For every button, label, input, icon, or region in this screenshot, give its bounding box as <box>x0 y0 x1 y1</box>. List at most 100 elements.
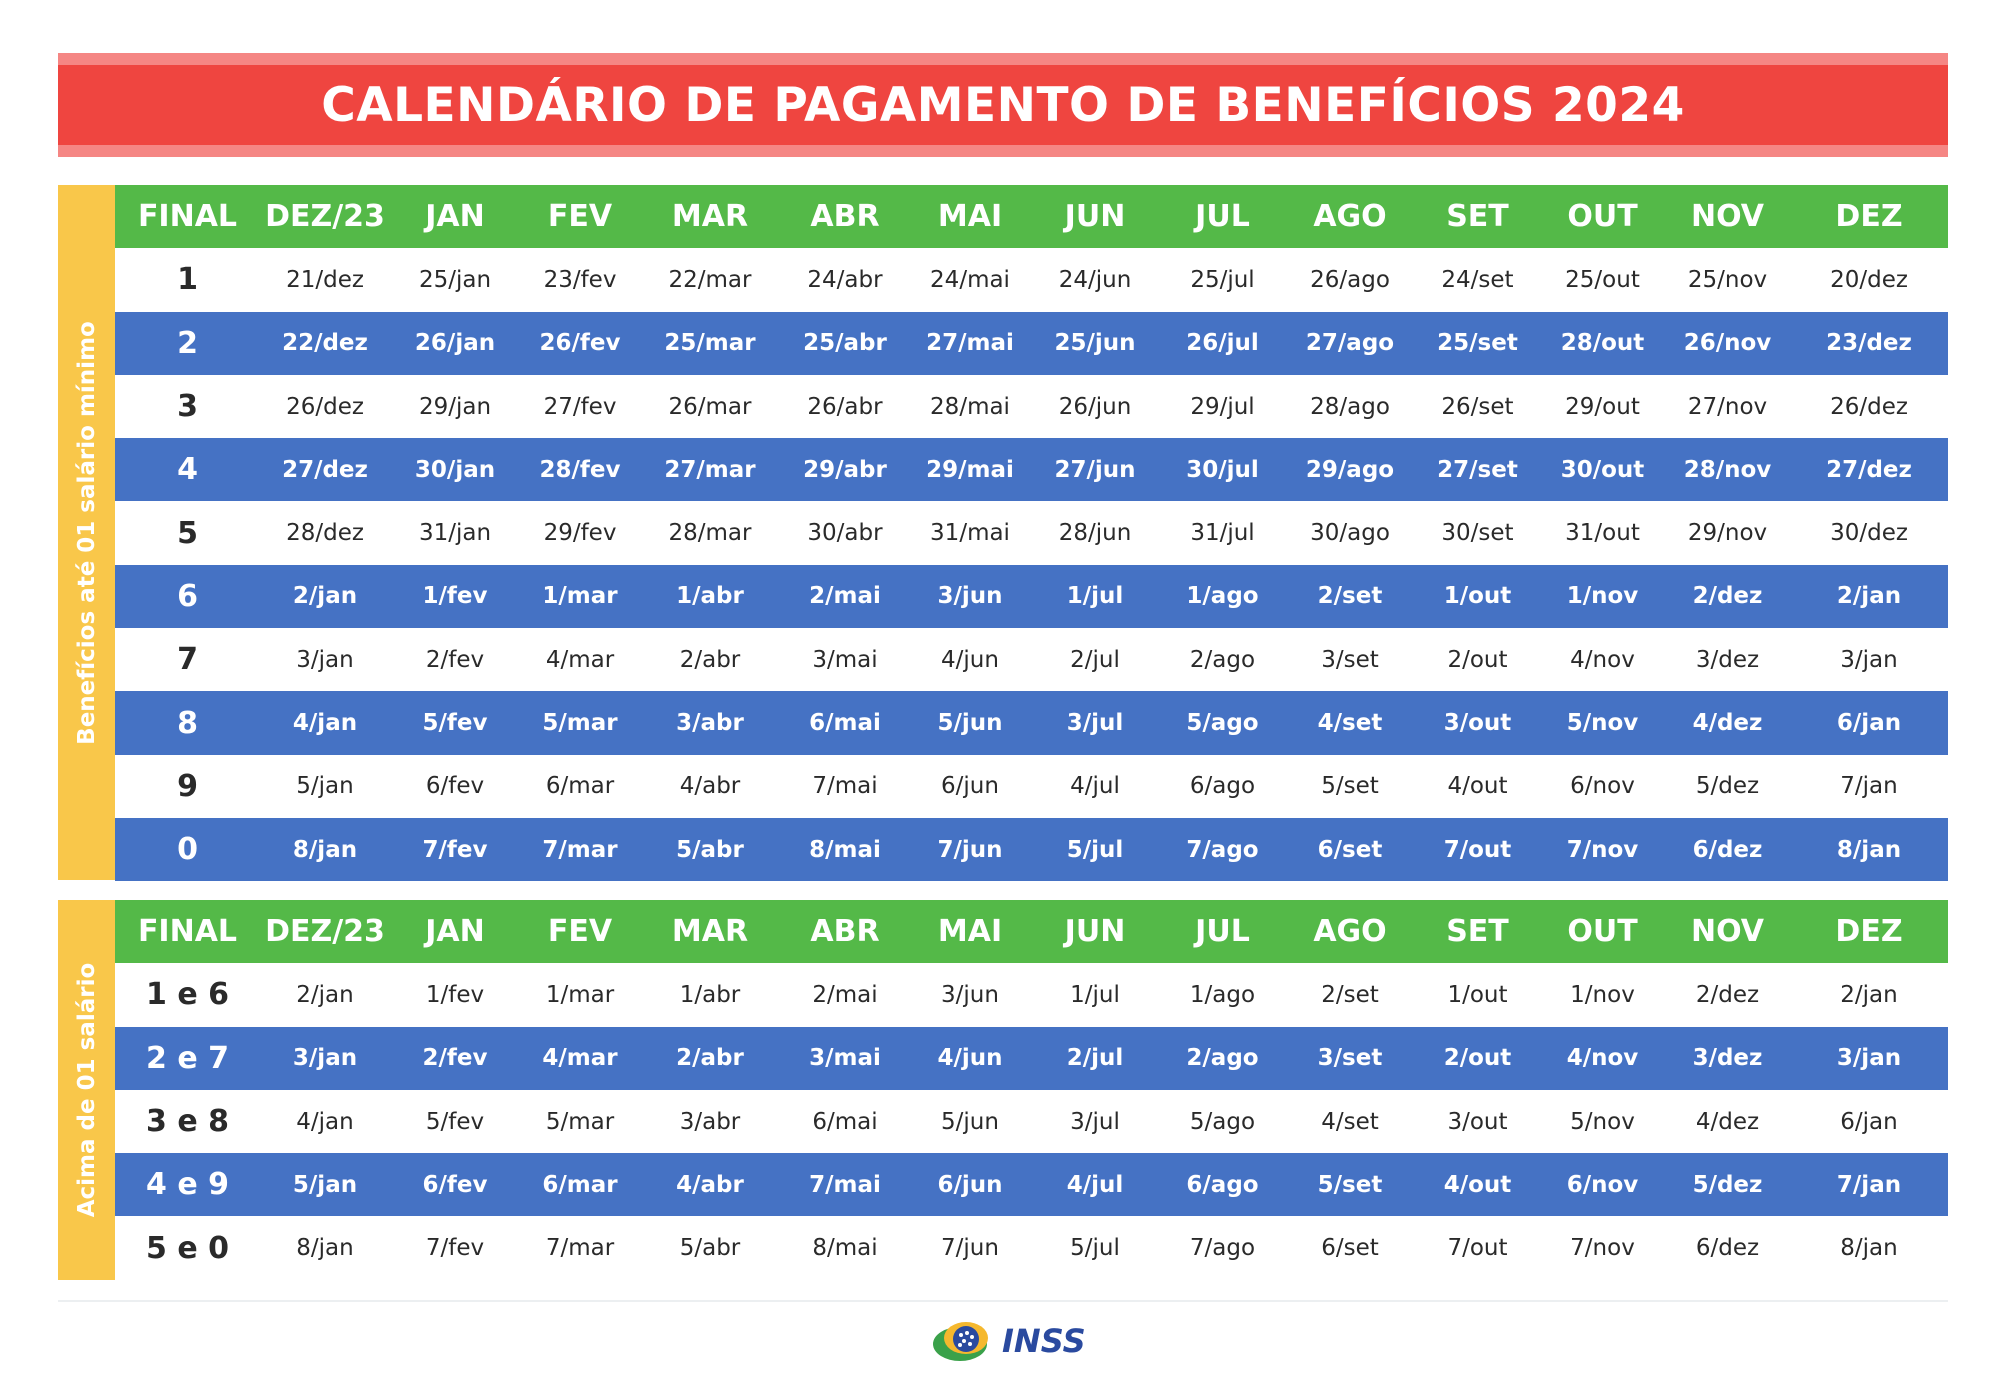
logo-text: INSS <box>1002 1322 1086 1360</box>
payment-date-cell: 6/jan <box>1836 710 1902 737</box>
table-header-row: FINAL DEZ/23 JAN FEV MAR ABR MAI JUN JUL… <box>115 900 1948 964</box>
payment-date-cell: 30/ago <box>1310 520 1390 547</box>
inss-logo: INSS <box>930 1318 1086 1364</box>
column-header-set: SET <box>1446 914 1509 950</box>
payment-date-cell: 7/jan <box>1836 1171 1902 1198</box>
column-header-abr: ABR <box>810 199 880 235</box>
column-header-final: FINAL <box>137 914 238 950</box>
payment-date-cell: 26/set <box>1441 393 1514 420</box>
payment-date-cell: 5/abr <box>679 1235 741 1262</box>
payment-date-cell: 28/out <box>1560 330 1645 357</box>
payment-date-cell: 29/fev <box>543 520 617 547</box>
payment-date-cell: 4/out <box>1443 1171 1512 1198</box>
column-header-jun: JUN <box>1064 199 1126 235</box>
payment-date-cell: 2/mai <box>812 981 878 1008</box>
column-header-nov: NOV <box>1690 199 1765 235</box>
payment-date-cell: 31/out <box>1565 520 1640 547</box>
table-body: 1 e 6 2/jan 1/fev 1/mar 1/abr 2/mai 3/jun 1/jul… <box>115 963 1948 1280</box>
payment-date-cell: 26/fev <box>539 330 621 357</box>
payment-date-cell: 1/abr <box>676 583 744 610</box>
payment-date-cell: 30/dez <box>1830 520 1908 547</box>
column-header-out: OUT <box>1567 914 1638 950</box>
payment-date-cell: 1/mar <box>542 583 618 610</box>
payment-date-cell: 26/dez <box>286 393 364 420</box>
payment-date-cell: 2/ago <box>1189 646 1256 673</box>
payment-date-cell: 3/set <box>1321 646 1379 673</box>
final-digit-cell: 6 <box>177 578 198 614</box>
table-row: 1 21/dez 25/jan 23/fev 22/mar 24/abr 24/mai 24/… <box>115 248 1948 312</box>
payment-date-cell: 7/out <box>1447 1235 1508 1262</box>
payment-date-cell: 5/jun <box>937 710 1003 737</box>
payment-date-cell: 3/abr <box>676 710 744 737</box>
column-header-abr: ABR <box>810 914 880 950</box>
payment-date-cell: 1/nov <box>1566 583 1639 610</box>
payment-date-cell: 3/jul <box>1066 710 1124 737</box>
final-digit-cell: 3 <box>177 389 198 425</box>
payment-date-cell: 2/jan <box>292 583 358 610</box>
table-row: 5 e 0 8/jan 7/fev 7/mar 5/abr 8/mai 7/jun 5/jul… <box>115 1216 1948 1280</box>
payment-date-cell: 6/mar <box>545 773 615 800</box>
payment-date-cell: 3/out <box>1443 710 1512 737</box>
final-digit-cell: 1 e 6 <box>146 977 229 1013</box>
payment-date-cell: 6/dez <box>1695 1235 1760 1262</box>
payment-date-cell: 22/dez <box>282 330 368 357</box>
payment-date-cell: 27/fev <box>543 393 617 420</box>
payment-date-cell: 2/fev <box>422 1045 488 1072</box>
payment-date-cell: 1/jul <box>1066 583 1124 610</box>
payment-date-cell: 28/dez <box>286 520 364 547</box>
section-label: Benefícios até 01 salário mínimo <box>73 320 100 745</box>
payment-date-cell: 3/out <box>1447 1108 1508 1135</box>
payment-date-cell: 31/mai <box>930 520 1010 547</box>
column-header-jan: JAN <box>425 914 485 950</box>
payment-date-cell: 23/dez <box>1826 330 1912 357</box>
payment-date-cell: 7/ago <box>1186 836 1259 863</box>
column-header-ago: AGO <box>1313 914 1387 950</box>
payment-date-cell: 31/jan <box>418 520 492 547</box>
payment-date-cell: 4/dez <box>1692 710 1763 737</box>
table-row: 7 3/jan 2/fev 4/mar 2/abr 3/mai 4/jun 2/jul 2/ag… <box>115 628 1948 692</box>
payment-date-cell: 2/abr <box>676 1045 744 1072</box>
payment-date-cell: 5/dez <box>1695 773 1760 800</box>
column-header-mai: MAI <box>937 914 1003 950</box>
payment-date-cell: 6/mai <box>809 710 881 737</box>
payment-date-cell: 25/jul <box>1190 266 1255 293</box>
payment-date-cell: 30/jan <box>414 456 496 483</box>
column-header-fev: FEV <box>547 199 613 235</box>
payment-date-cell: 29/jan <box>418 393 492 420</box>
payment-date-cell: 6/jun <box>937 1171 1003 1198</box>
payment-date-cell: 4/dez <box>1695 1108 1760 1135</box>
payment-date-cell: 5/jun <box>941 1108 999 1135</box>
payment-date-cell: 6/set <box>1321 1235 1379 1262</box>
payment-date-cell: 7/mai <box>809 1171 881 1198</box>
payment-date-cell: 2/dez <box>1695 981 1760 1008</box>
payment-date-cell: 2/abr <box>679 646 741 673</box>
column-header-fev: FEV <box>547 914 613 950</box>
payment-date-cell: 27/mai <box>926 330 1014 357</box>
payment-date-cell: 28/mar <box>668 520 752 547</box>
payment-date-cell: 7/jun <box>937 836 1003 863</box>
payment-date-cell: 26/abr <box>807 393 883 420</box>
payment-date-cell: 29/jul <box>1190 393 1255 420</box>
payment-date-cell: 7/fev <box>422 836 488 863</box>
payment-date-cell: 2/dez <box>1692 583 1763 610</box>
payment-date-cell: 5/mar <box>542 710 618 737</box>
payment-date-cell: 5/ago <box>1189 1108 1256 1135</box>
column-header-dez23: DEZ/23 <box>265 914 385 950</box>
payment-date-cell: 29/out <box>1565 393 1640 420</box>
payment-date-cell: 7/jun <box>941 1235 999 1262</box>
column-header-jun: JUN <box>1064 914 1126 950</box>
payment-date-cell: 3/jul <box>1070 1108 1120 1135</box>
payment-date-cell: 2/jan <box>1840 981 1898 1008</box>
final-digit-cell: 1 <box>177 262 198 298</box>
payment-date-cell: 25/jan <box>418 266 492 293</box>
payment-date-cell: 2/set <box>1321 981 1379 1008</box>
payment-date-cell: 7/nov <box>1570 1235 1635 1262</box>
payment-date-cell: 3/dez <box>1695 646 1760 673</box>
payment-date-cell: 24/set <box>1441 266 1514 293</box>
payment-date-cell: 27/set <box>1437 456 1518 483</box>
payment-date-cell: 4/jul <box>1066 1171 1124 1198</box>
payment-table-above: FINAL DEZ/23 JAN FEV MAR ABR MAI JUN JUL… <box>115 900 1948 1280</box>
payment-date-cell: 1/nov <box>1570 981 1635 1008</box>
payment-date-cell: 7/mar <box>542 836 618 863</box>
table-row: 9 5/jan 6/fev 6/mar 4/abr 7/mai 6/jun 4/jul 6/ag… <box>115 754 1948 818</box>
